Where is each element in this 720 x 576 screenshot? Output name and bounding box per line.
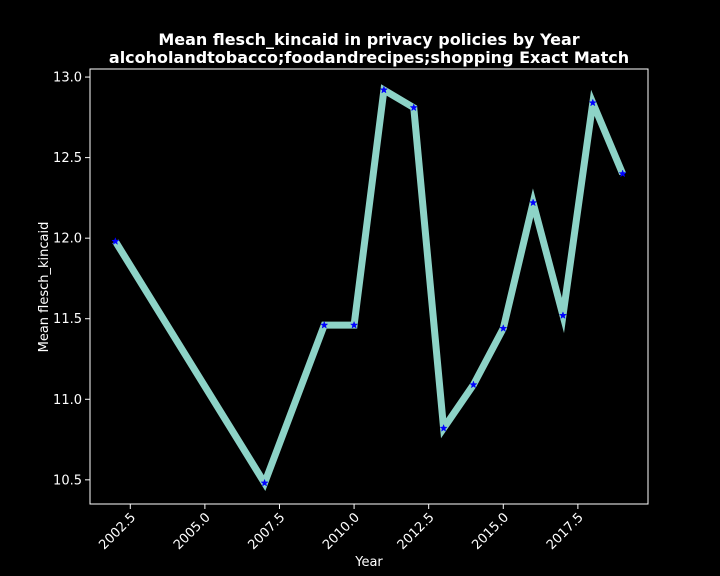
plot-area-frame bbox=[89, 68, 649, 505]
data-point-marker bbox=[409, 103, 418, 112]
marker-group bbox=[111, 85, 627, 487]
data-point-marker bbox=[558, 311, 568, 319]
data-point-marker bbox=[349, 320, 359, 329]
y-tick-label: 12.5 bbox=[53, 151, 82, 166]
data-point-marker bbox=[111, 237, 120, 245]
y-tick-label: 10.5 bbox=[53, 473, 82, 488]
data-point-marker bbox=[469, 380, 478, 389]
data-point-marker bbox=[320, 320, 329, 329]
data-point-marker bbox=[499, 324, 508, 332]
data-point-marker bbox=[260, 478, 269, 487]
y-tick-label: 11.0 bbox=[53, 393, 82, 408]
data-point-marker bbox=[439, 423, 448, 432]
y-axis-ticks: 10.5 11.0 11.5 12.0 12.5 13.0 bbox=[53, 71, 90, 488]
chart-subtitle: alcoholandtobacco;foodandrecipes;shoppin… bbox=[109, 48, 629, 67]
chart-title: Mean flesch_kincaid in privacy policies … bbox=[158, 30, 579, 49]
y-tick-label: 12.0 bbox=[53, 232, 82, 247]
data-point-marker bbox=[529, 198, 538, 207]
data-point-marker bbox=[379, 85, 389, 94]
y-tick-label: 13.0 bbox=[53, 71, 82, 86]
x-axis-label: Year bbox=[354, 555, 383, 570]
y-axis-label: Mean flesch_kincaid bbox=[37, 222, 52, 353]
data-point-marker bbox=[588, 98, 597, 107]
data-point-marker bbox=[618, 169, 627, 178]
y-tick-label: 11.5 bbox=[53, 312, 82, 327]
